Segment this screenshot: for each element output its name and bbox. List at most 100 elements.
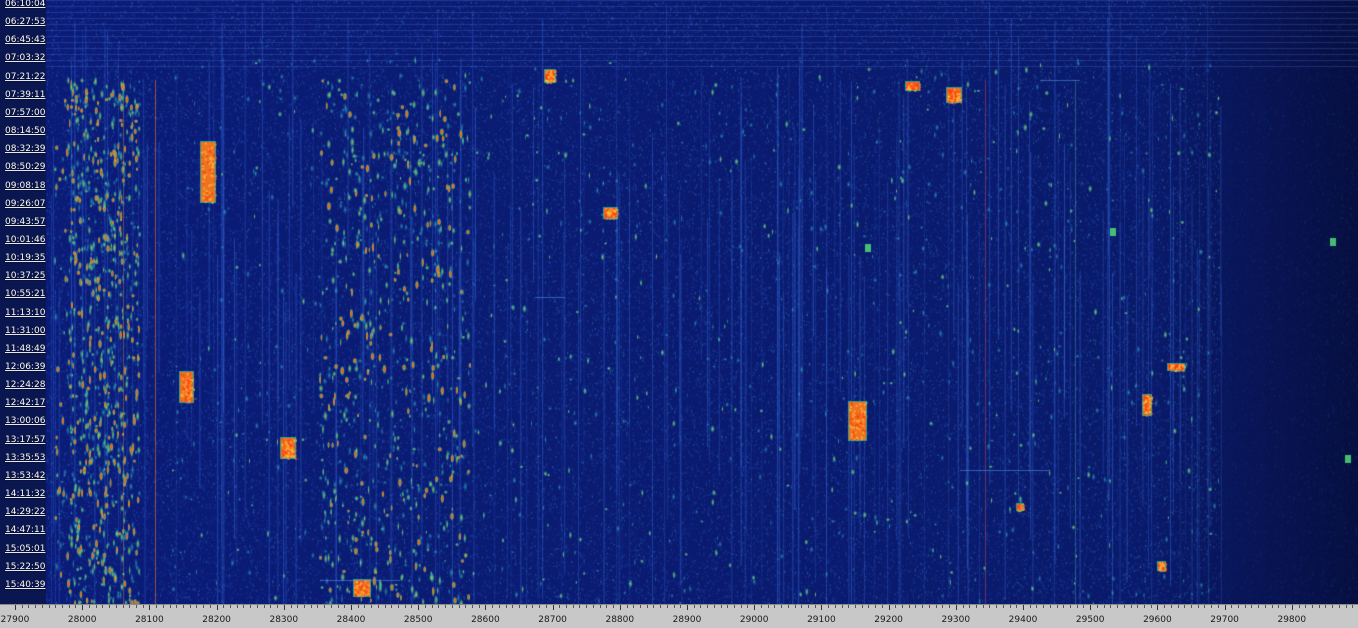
freq-minor-tick [451,605,453,608]
freq-tick [687,605,688,610]
freq-minor-tick [1238,605,1240,608]
freq-minor-tick [1164,605,1166,608]
freq-minor-tick [720,605,722,608]
freq-label: 28100 [135,615,164,625]
freq-minor-tick [1063,605,1065,608]
freq-tick [82,605,84,610]
freq-minor-tick [411,605,413,608]
waterfall-spectrogram[interactable] [0,0,1358,604]
frequency-axis: 27900 28000 28100 28200 28300 28400 28500 28600… [0,604,1358,628]
freq-minor-tick [1103,605,1105,608]
freq-minor-tick [599,605,601,608]
freq-minor-tick [1076,605,1078,608]
freq-minor-tick [1150,605,1152,608]
freq-minor-tick [203,605,205,608]
freq-minor-tick [1352,605,1354,608]
freq-minor-tick [781,605,783,608]
freq-minor-tick [431,605,433,608]
freq-minor-tick [1137,605,1139,608]
freq-minor-tick [196,605,198,608]
freq-minor-tick [740,605,742,608]
freq-minor-tick [142,605,144,608]
freq-minor-tick [1170,605,1172,608]
freq-minor-tick [1271,605,1273,608]
freq-minor-tick [230,605,232,608]
freq-minor-tick [1184,605,1186,608]
freq-minor-tick [545,605,547,608]
freq-minor-tick [505,605,507,608]
freq-minor-tick [1117,605,1119,608]
freq-minor-tick [297,605,299,608]
freq-minor-tick [908,605,910,608]
freq-minor-tick [1325,605,1327,608]
freq-minor-tick [404,605,406,608]
freq-minor-tick [102,605,104,608]
freq-label: 29600 [1143,615,1172,625]
freq-label: 29500 [1075,615,1105,625]
freq-minor-tick [236,605,238,608]
freq-minor-tick [471,605,473,608]
freq-minor-tick [183,605,184,608]
freq-minor-tick [243,605,245,608]
freq-minor-tick [626,605,628,608]
freq-minor-tick [915,605,917,608]
freq-minor-tick [996,605,998,608]
freq-minor-tick [1278,605,1280,608]
freq-minor-tick [606,605,608,608]
freq-minor-tick [337,605,339,608]
freq-minor-tick [256,605,258,608]
freq-minor-tick [525,605,527,608]
freq-minor-tick [1211,605,1213,608]
freq-minor-tick [189,605,191,608]
freq-minor-tick [398,605,400,608]
freq-minor-tick [1217,605,1219,608]
freq-minor-tick [209,605,211,608]
freq-minor-tick [646,605,648,608]
freq-minor-tick [330,605,332,608]
freq-minor-tick [115,605,117,608]
freq-minor-tick [935,605,937,608]
freq-tick [955,605,957,610]
freq-minor-tick [841,605,843,608]
freq-minor-tick [371,605,373,608]
freq-tick [821,605,823,610]
freq-minor-tick [807,605,809,608]
freq-minor-tick [35,605,37,608]
freq-minor-tick [344,605,346,608]
freq-minor-tick [324,605,326,608]
freq-minor-tick [734,605,736,608]
freq-minor-tick [680,605,682,608]
freq-minor-tick [1298,605,1300,608]
freq-minor-tick [989,605,991,608]
freq-minor-tick [465,605,467,608]
freq-tick [418,605,420,610]
freq-minor-tick [559,605,561,608]
freq-minor-tick [787,605,789,608]
freq-minor-tick [747,605,749,608]
freq-minor-tick [21,605,23,608]
freq-minor-tick [41,605,43,608]
freq-minor-tick [1123,605,1125,608]
freq-tick [888,605,890,610]
freq-minor-tick [801,605,803,608]
freq-tick [1291,605,1293,610]
freq-label: 28200 [202,615,231,625]
freq-minor-tick [861,605,863,608]
freq-tick [216,605,218,610]
freq-tick [351,605,352,610]
freq-minor-tick [458,605,460,608]
freq-label: 28800 [605,615,635,625]
freq-minor-tick [1345,605,1347,608]
freq-minor-tick [1029,605,1031,608]
freq-minor-tick [834,605,836,608]
freq-minor-tick [653,605,655,608]
freq-minor-tick [1143,605,1145,608]
freq-minor-tick [975,605,977,608]
freq-minor-tick [895,605,897,608]
freq-minor-tick [848,605,850,608]
freq-tick [283,605,285,610]
freq-minor-tick [828,605,830,608]
freq-minor-tick [1043,605,1045,608]
freq-label: 28700 [538,615,567,625]
freq-minor-tick [290,605,292,608]
